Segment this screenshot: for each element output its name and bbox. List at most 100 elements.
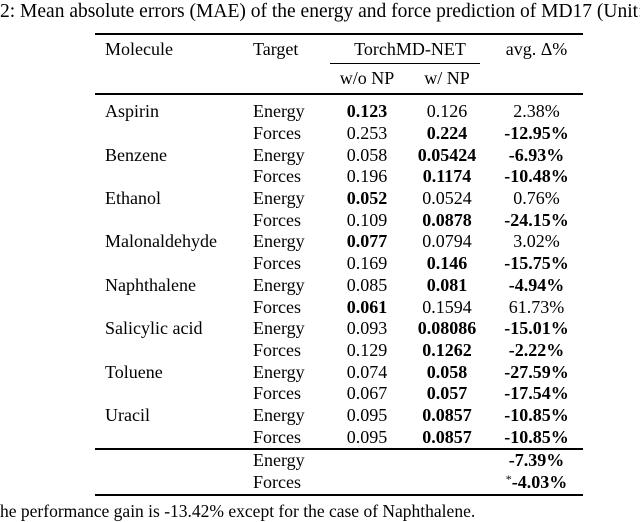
column-header-avg-delta: avg. Δ% — [505, 38, 568, 59]
w-np-value: 0.0794 — [422, 231, 472, 252]
table-body: Aspirin Energy 0.123 0.126 2.38% Forces 0.253 0… — [95, 101, 583, 448]
target-cell: Forces — [253, 253, 301, 274]
results-table: Molecule Target TorchMD-NET avg. Δ% w/o … — [95, 33, 583, 497]
table-row: Forces 0.196 0.1174 -10.48% — [95, 166, 583, 188]
w-np-value: 0.0857 — [422, 404, 472, 425]
table-summary: Energy -7.39% Forces *-4.03% — [95, 450, 583, 494]
table-top-rule — [95, 33, 583, 36]
table-row: Forces 0.169 0.146 -15.75% — [95, 253, 583, 275]
table-row: Naphthalene Energy 0.085 0.081 -4.94% — [95, 275, 583, 297]
table-row: Forces 0.067 0.057 -17.54% — [95, 383, 583, 405]
target-cell: Forces — [253, 166, 301, 187]
avg-delta-value: -2.22% — [508, 339, 565, 360]
avg-delta-value: -10.85% — [504, 426, 569, 447]
table-caption: 2: Mean absolute errors (MAE) of the ene… — [0, 1, 640, 22]
wo-np-value: 0.058 — [346, 144, 388, 165]
target-cell: Energy — [253, 231, 305, 252]
w-np-value: 0.1262 — [422, 339, 472, 360]
w-np-value: 0.08086 — [417, 318, 477, 339]
table-footnote: he performance gain is -13.42% except fo… — [0, 501, 476, 521]
w-np-value: 0.0878 — [422, 209, 472, 230]
group-header-underline — [330, 63, 480, 65]
avg-delta-summary-value: -7.39% — [490, 450, 583, 471]
molecule-cell: Benzene — [105, 144, 167, 165]
table-row: Ethanol Energy 0.052 0.0524 0.76% — [95, 188, 583, 210]
wo-np-value: 0.077 — [346, 231, 388, 252]
wo-np-value: 0.109 — [346, 209, 388, 230]
avg-delta-value: -4.94% — [508, 274, 565, 295]
avg-delta-value: 3.02% — [513, 231, 560, 252]
target-cell: Energy — [253, 318, 305, 339]
molecule-cell: Uracil — [105, 404, 150, 425]
column-header-w-np: w/ NP — [424, 68, 470, 88]
column-header-group-torchmd-net: TorchMD-NET — [354, 38, 466, 59]
wo-np-value: 0.129 — [346, 339, 388, 360]
w-np-value: 0.0524 — [422, 188, 472, 209]
wo-np-value: 0.074 — [346, 361, 388, 382]
avg-delta-value: -27.59% — [504, 361, 569, 382]
target-cell: Energy — [253, 450, 305, 470]
molecule-cell: Ethanol — [105, 188, 161, 209]
table-row: Malonaldehyde Energy 0.077 0.0794 3.02% — [95, 231, 583, 253]
target-cell: Forces — [253, 296, 301, 317]
footnote-asterisk: * — [505, 472, 512, 486]
target-cell: Forces — [253, 209, 301, 230]
w-np-value: 0.224 — [426, 123, 468, 144]
avg-delta-value: -24.15% — [504, 209, 569, 230]
wo-np-value: 0.169 — [346, 253, 388, 274]
avg-delta-value: 61.73% — [508, 296, 565, 317]
wo-np-value: 0.095 — [346, 404, 388, 425]
table-row: Forces 0.095 0.0857 -10.85% — [95, 426, 583, 448]
w-np-value: 0.1594 — [422, 296, 472, 317]
wo-np-value: 0.123 — [346, 101, 388, 122]
table-row: Aspirin Energy 0.123 0.126 2.38% — [95, 101, 583, 123]
target-cell: Energy — [253, 188, 305, 209]
table-row: Benzene Energy 0.058 0.05424 -6.93% — [95, 144, 583, 166]
w-np-value: 0.05424 — [417, 144, 477, 165]
table-row: Forces 0.129 0.1262 -2.22% — [95, 340, 583, 362]
target-cell: Energy — [253, 361, 305, 382]
wo-np-value: 0.196 — [346, 166, 388, 187]
wo-np-value: 0.067 — [346, 383, 388, 404]
w-np-value: 0.126 — [426, 101, 468, 122]
avg-delta-summary-number: -4.03% — [511, 472, 568, 492]
w-np-value: 0.057 — [426, 383, 468, 404]
avg-delta-value: 2.38% — [513, 101, 560, 122]
table-row: Forces 0.253 0.224 -12.95% — [95, 123, 583, 145]
table-row: Forces 0.109 0.0878 -24.15% — [95, 209, 583, 231]
wo-np-value: 0.095 — [346, 426, 388, 447]
table-row: Uracil Energy 0.095 0.0857 -10.85% — [95, 405, 583, 427]
target-cell: Energy — [253, 274, 305, 295]
table-row: Salicylic acid Energy 0.093 0.08086 -15.01% — [95, 318, 583, 340]
summary-row: Forces *-4.03% — [95, 472, 583, 494]
target-cell: Energy — [253, 144, 305, 165]
wo-np-value: 0.253 — [346, 123, 388, 144]
avg-delta-value: -6.93% — [508, 144, 565, 165]
summary-row: Energy -7.39% — [95, 450, 583, 472]
wo-np-value: 0.093 — [346, 318, 388, 339]
avg-delta-summary-value: *-4.03% — [490, 472, 583, 493]
w-np-value: 0.146 — [426, 253, 468, 274]
w-np-value: 0.1174 — [422, 166, 472, 187]
table-summary-rule — [95, 448, 583, 450]
table-header-row-1: Molecule Target TorchMD-NET avg. Δ% — [95, 35, 583, 63]
molecule-cell: Toluene — [105, 361, 163, 382]
table-row: Toluene Energy 0.074 0.058 -27.59% — [95, 361, 583, 383]
molecule-cell: Naphthalene — [105, 274, 196, 295]
molecule-cell: Malonaldehyde — [105, 231, 217, 252]
molecule-cell: Salicylic acid — [105, 318, 203, 339]
avg-delta-value: -15.01% — [504, 318, 569, 339]
avg-delta-value: -17.54% — [504, 383, 569, 404]
table-header-row-2: w/o NP w/ NP — [95, 64, 583, 93]
target-cell: Forces — [253, 123, 301, 144]
target-cell: Energy — [253, 101, 305, 122]
w-np-value: 0.058 — [426, 361, 468, 382]
target-cell: Forces — [253, 426, 301, 447]
column-header-molecule: Molecule — [105, 38, 173, 59]
w-np-value: 0.0857 — [422, 426, 472, 447]
w-np-value: 0.081 — [426, 274, 468, 295]
avg-delta-value: -10.85% — [504, 404, 569, 425]
avg-delta-value: 0.76% — [513, 188, 560, 209]
table-bottom-rule — [95, 493, 583, 497]
